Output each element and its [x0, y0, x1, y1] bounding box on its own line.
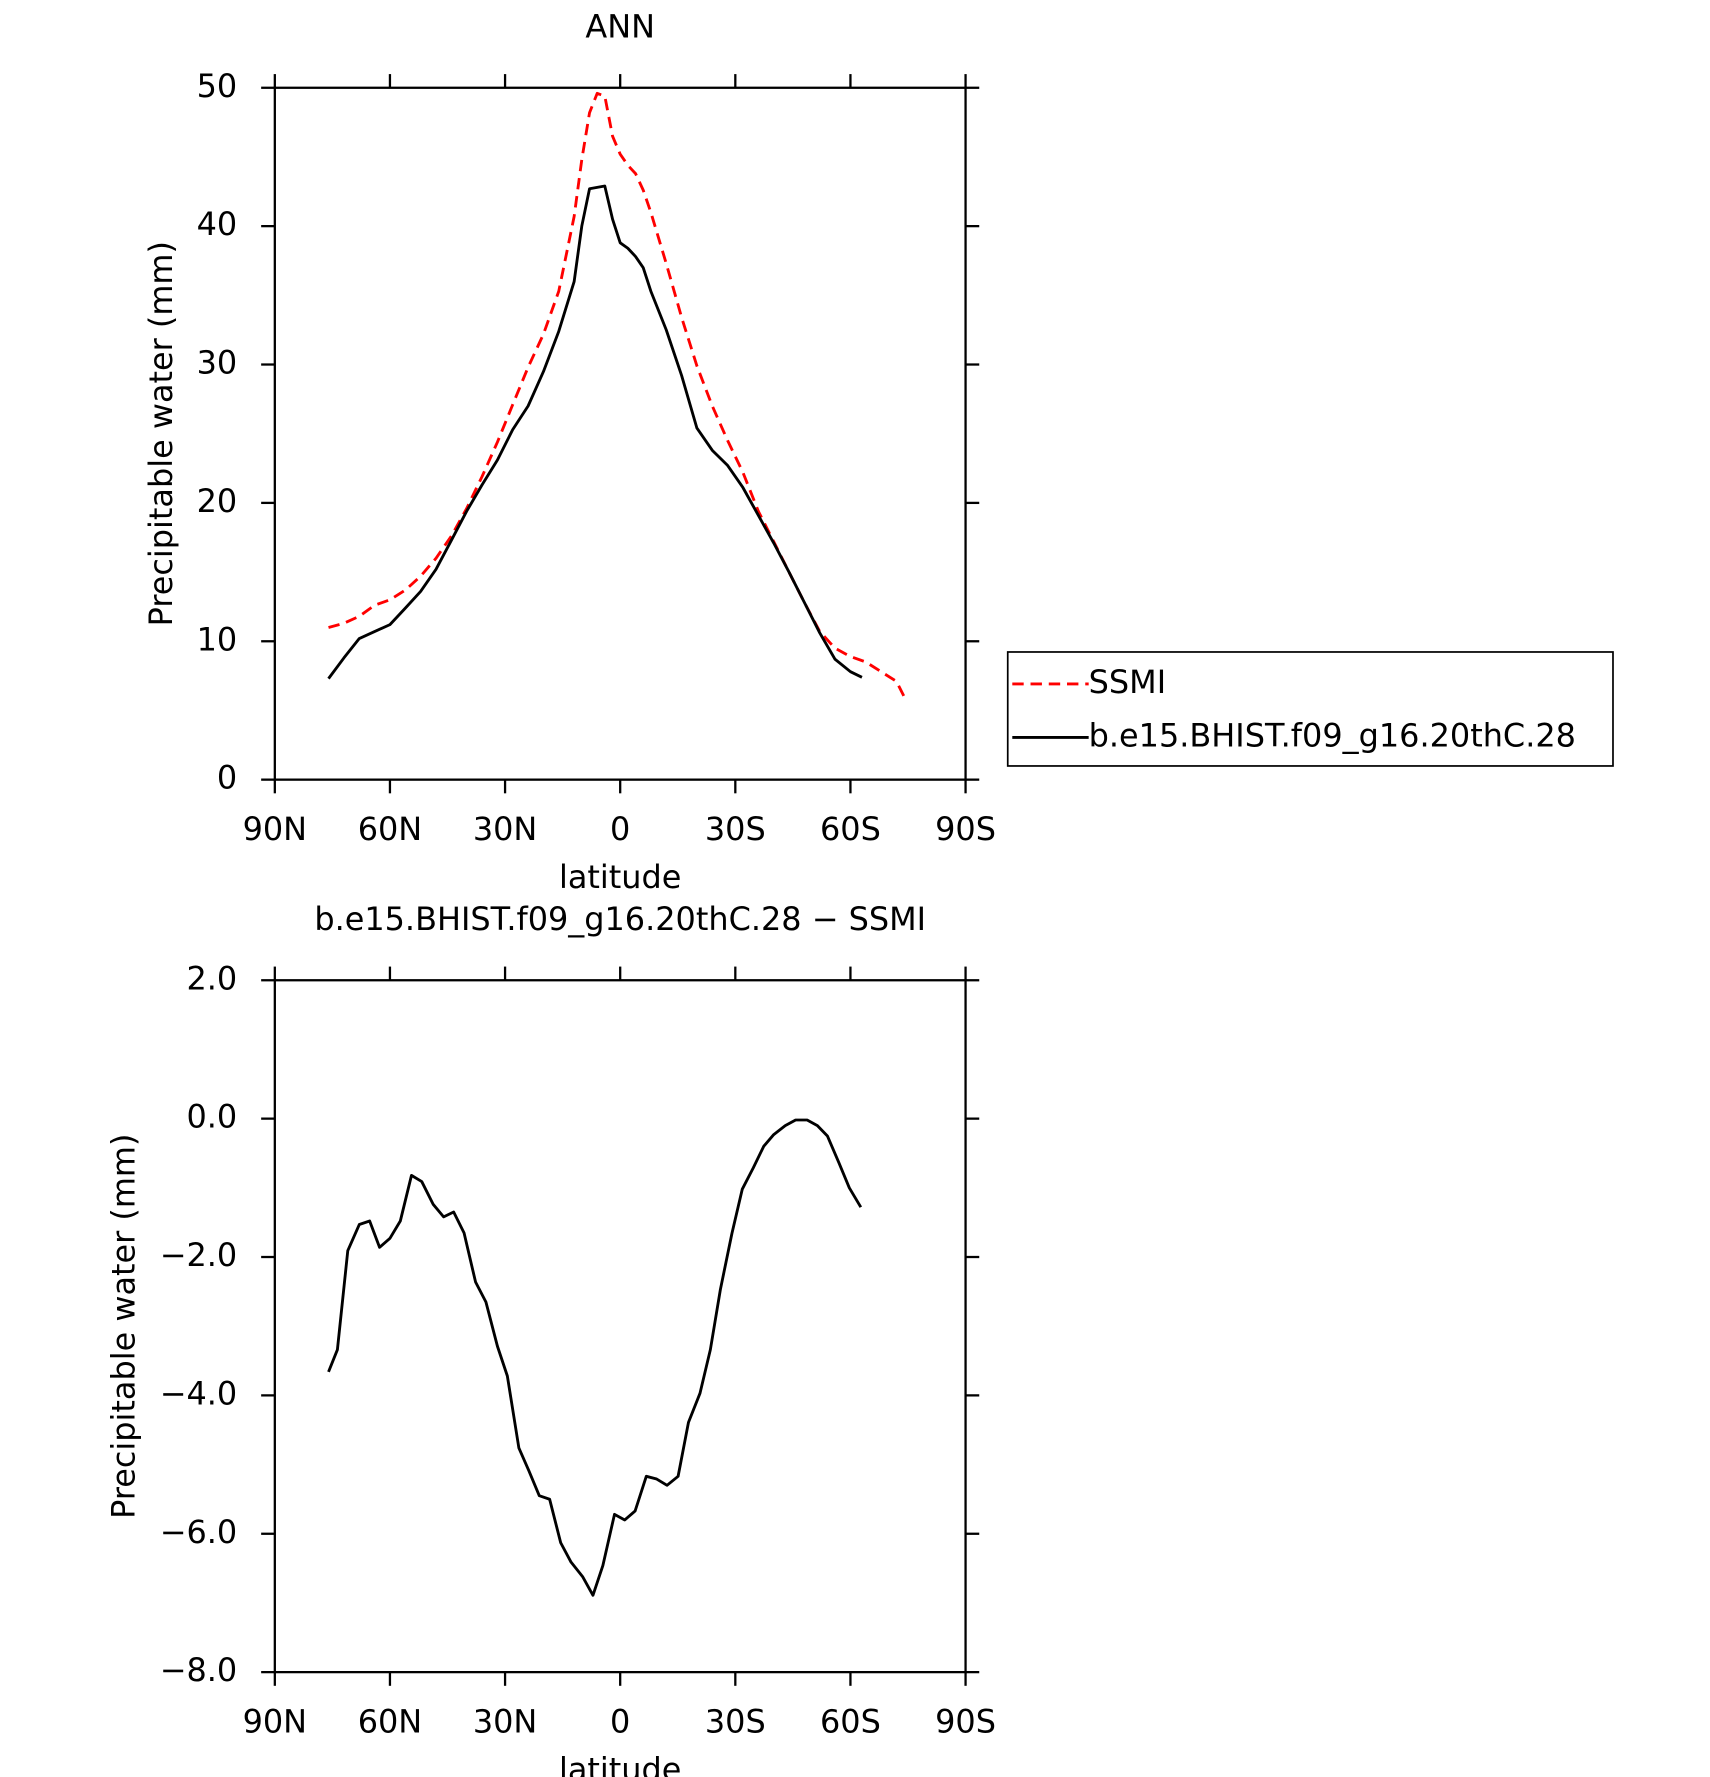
y-tick-label: −4.0 [160, 1374, 237, 1412]
x-tick-label: 30N [473, 810, 537, 848]
legend-label: b.e15.BHIST.f09_g16.20thC.28 [1089, 716, 1576, 754]
x-axis-label: latitude [559, 1750, 681, 1777]
x-tick-label: 60N [358, 1702, 422, 1740]
series-line [327, 184, 863, 680]
x-tick-label: 0 [610, 1702, 630, 1740]
y-tick-label: −6.0 [160, 1513, 237, 1551]
x-tick-label: 60S [820, 1702, 881, 1740]
y-tick-label: 20 [197, 482, 238, 520]
x-tick-label: 30S [705, 810, 766, 848]
series-line [328, 91, 906, 698]
y-tick-label: 50 [197, 67, 238, 105]
legend-box [1006, 651, 1614, 767]
y-tick-label: −2.0 [160, 1236, 237, 1274]
x-tick-label: 90S [935, 1702, 996, 1740]
y-tick-label: 0.0 [186, 1098, 237, 1136]
y-tick-label: 2.0 [186, 959, 237, 997]
y-tick-label: 0 [217, 759, 237, 797]
x-tick-label: 30S [705, 1702, 766, 1740]
y-tick-label: 40 [197, 205, 238, 243]
x-tick-label: 90S [935, 810, 996, 848]
x-tick-label: 30N [473, 1702, 537, 1740]
y-tick-label: 30 [197, 344, 238, 382]
plot-frame [273, 979, 967, 1674]
x-tick-label: 90N [243, 810, 307, 848]
x-tick-label: 60S [820, 810, 881, 848]
y-tick-label: 10 [197, 620, 238, 658]
x-tick-label: 0 [610, 810, 630, 848]
x-tick-label: 60N [358, 810, 422, 848]
legend-label: SSMI [1089, 663, 1166, 701]
x-axis-label: latitude [559, 858, 681, 896]
y-tick-label: −8.0 [160, 1651, 237, 1689]
series-line [327, 1118, 863, 1597]
chart-title: ANN [585, 7, 655, 45]
y-axis-label: Precipitable water (mm) [105, 1134, 143, 1519]
x-tick-label: 90N [243, 1702, 307, 1740]
y-axis-label: Precipitable water (mm) [142, 241, 180, 626]
chart-title: b.e15.BHIST.f09_g16.20thC.28 − SSMI [314, 900, 926, 938]
